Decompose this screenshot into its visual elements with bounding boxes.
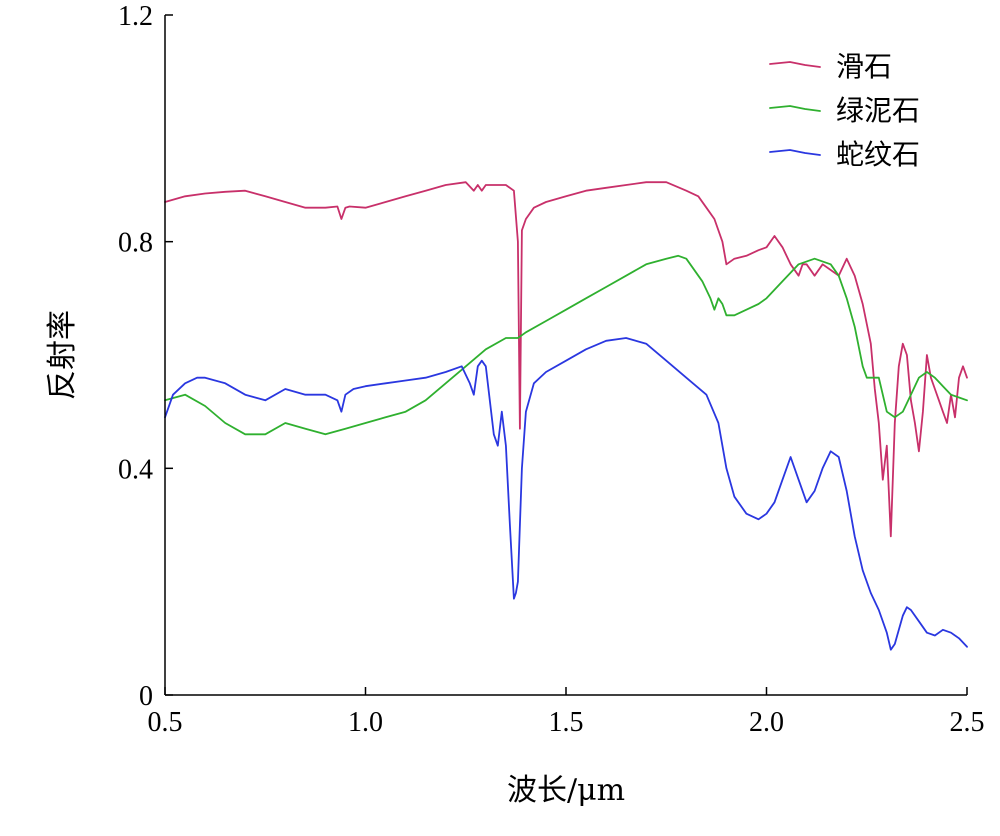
legend-swatch-2 (769, 149, 821, 156)
x-tick-label: 0.5 (148, 707, 183, 738)
ticks-layer: 0.5 1.0 1.5 2.0 2.5 0 0.4 0.8 1.2 (118, 1, 985, 738)
series-line-1 (164, 254, 968, 436)
y-tick-label: 0 (139, 681, 153, 712)
legend-label-0: 滑石 (836, 50, 892, 83)
x-tick-label: 1.0 (348, 707, 383, 738)
x-tick-label: 2.5 (950, 707, 985, 738)
series-line-2 (164, 337, 968, 651)
series-line-0 (164, 181, 968, 538)
legend-label-2: 蛇纹石 (836, 138, 920, 171)
x-axis-title: 波长/μm (507, 773, 625, 808)
y-tick-label: 1.2 (118, 1, 153, 32)
y-tick-label: 0.4 (118, 454, 153, 485)
y-tick-label: 0.8 (118, 228, 153, 259)
x-tick-label: 2.0 (749, 707, 784, 738)
series-layer (164, 181, 968, 651)
legend-swatch-1 (769, 105, 821, 112)
x-tick-label: 1.5 (549, 707, 584, 738)
legend-swatch-0 (769, 61, 821, 68)
y-axis-title: 反射率 (45, 310, 80, 400)
y-axis-title-group: 反射率 (45, 310, 80, 400)
legend-label-1: 绿泥石 (836, 94, 920, 127)
